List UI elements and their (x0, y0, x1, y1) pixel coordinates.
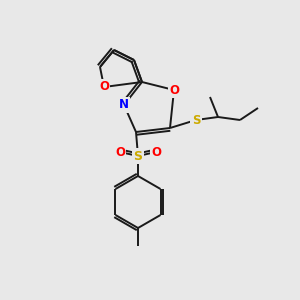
Text: O: O (151, 146, 161, 158)
Text: S: S (134, 149, 142, 163)
Text: N: N (119, 98, 129, 112)
Text: S: S (192, 113, 200, 127)
Text: O: O (99, 80, 109, 94)
Text: O: O (169, 83, 179, 97)
Text: O: O (115, 146, 125, 158)
